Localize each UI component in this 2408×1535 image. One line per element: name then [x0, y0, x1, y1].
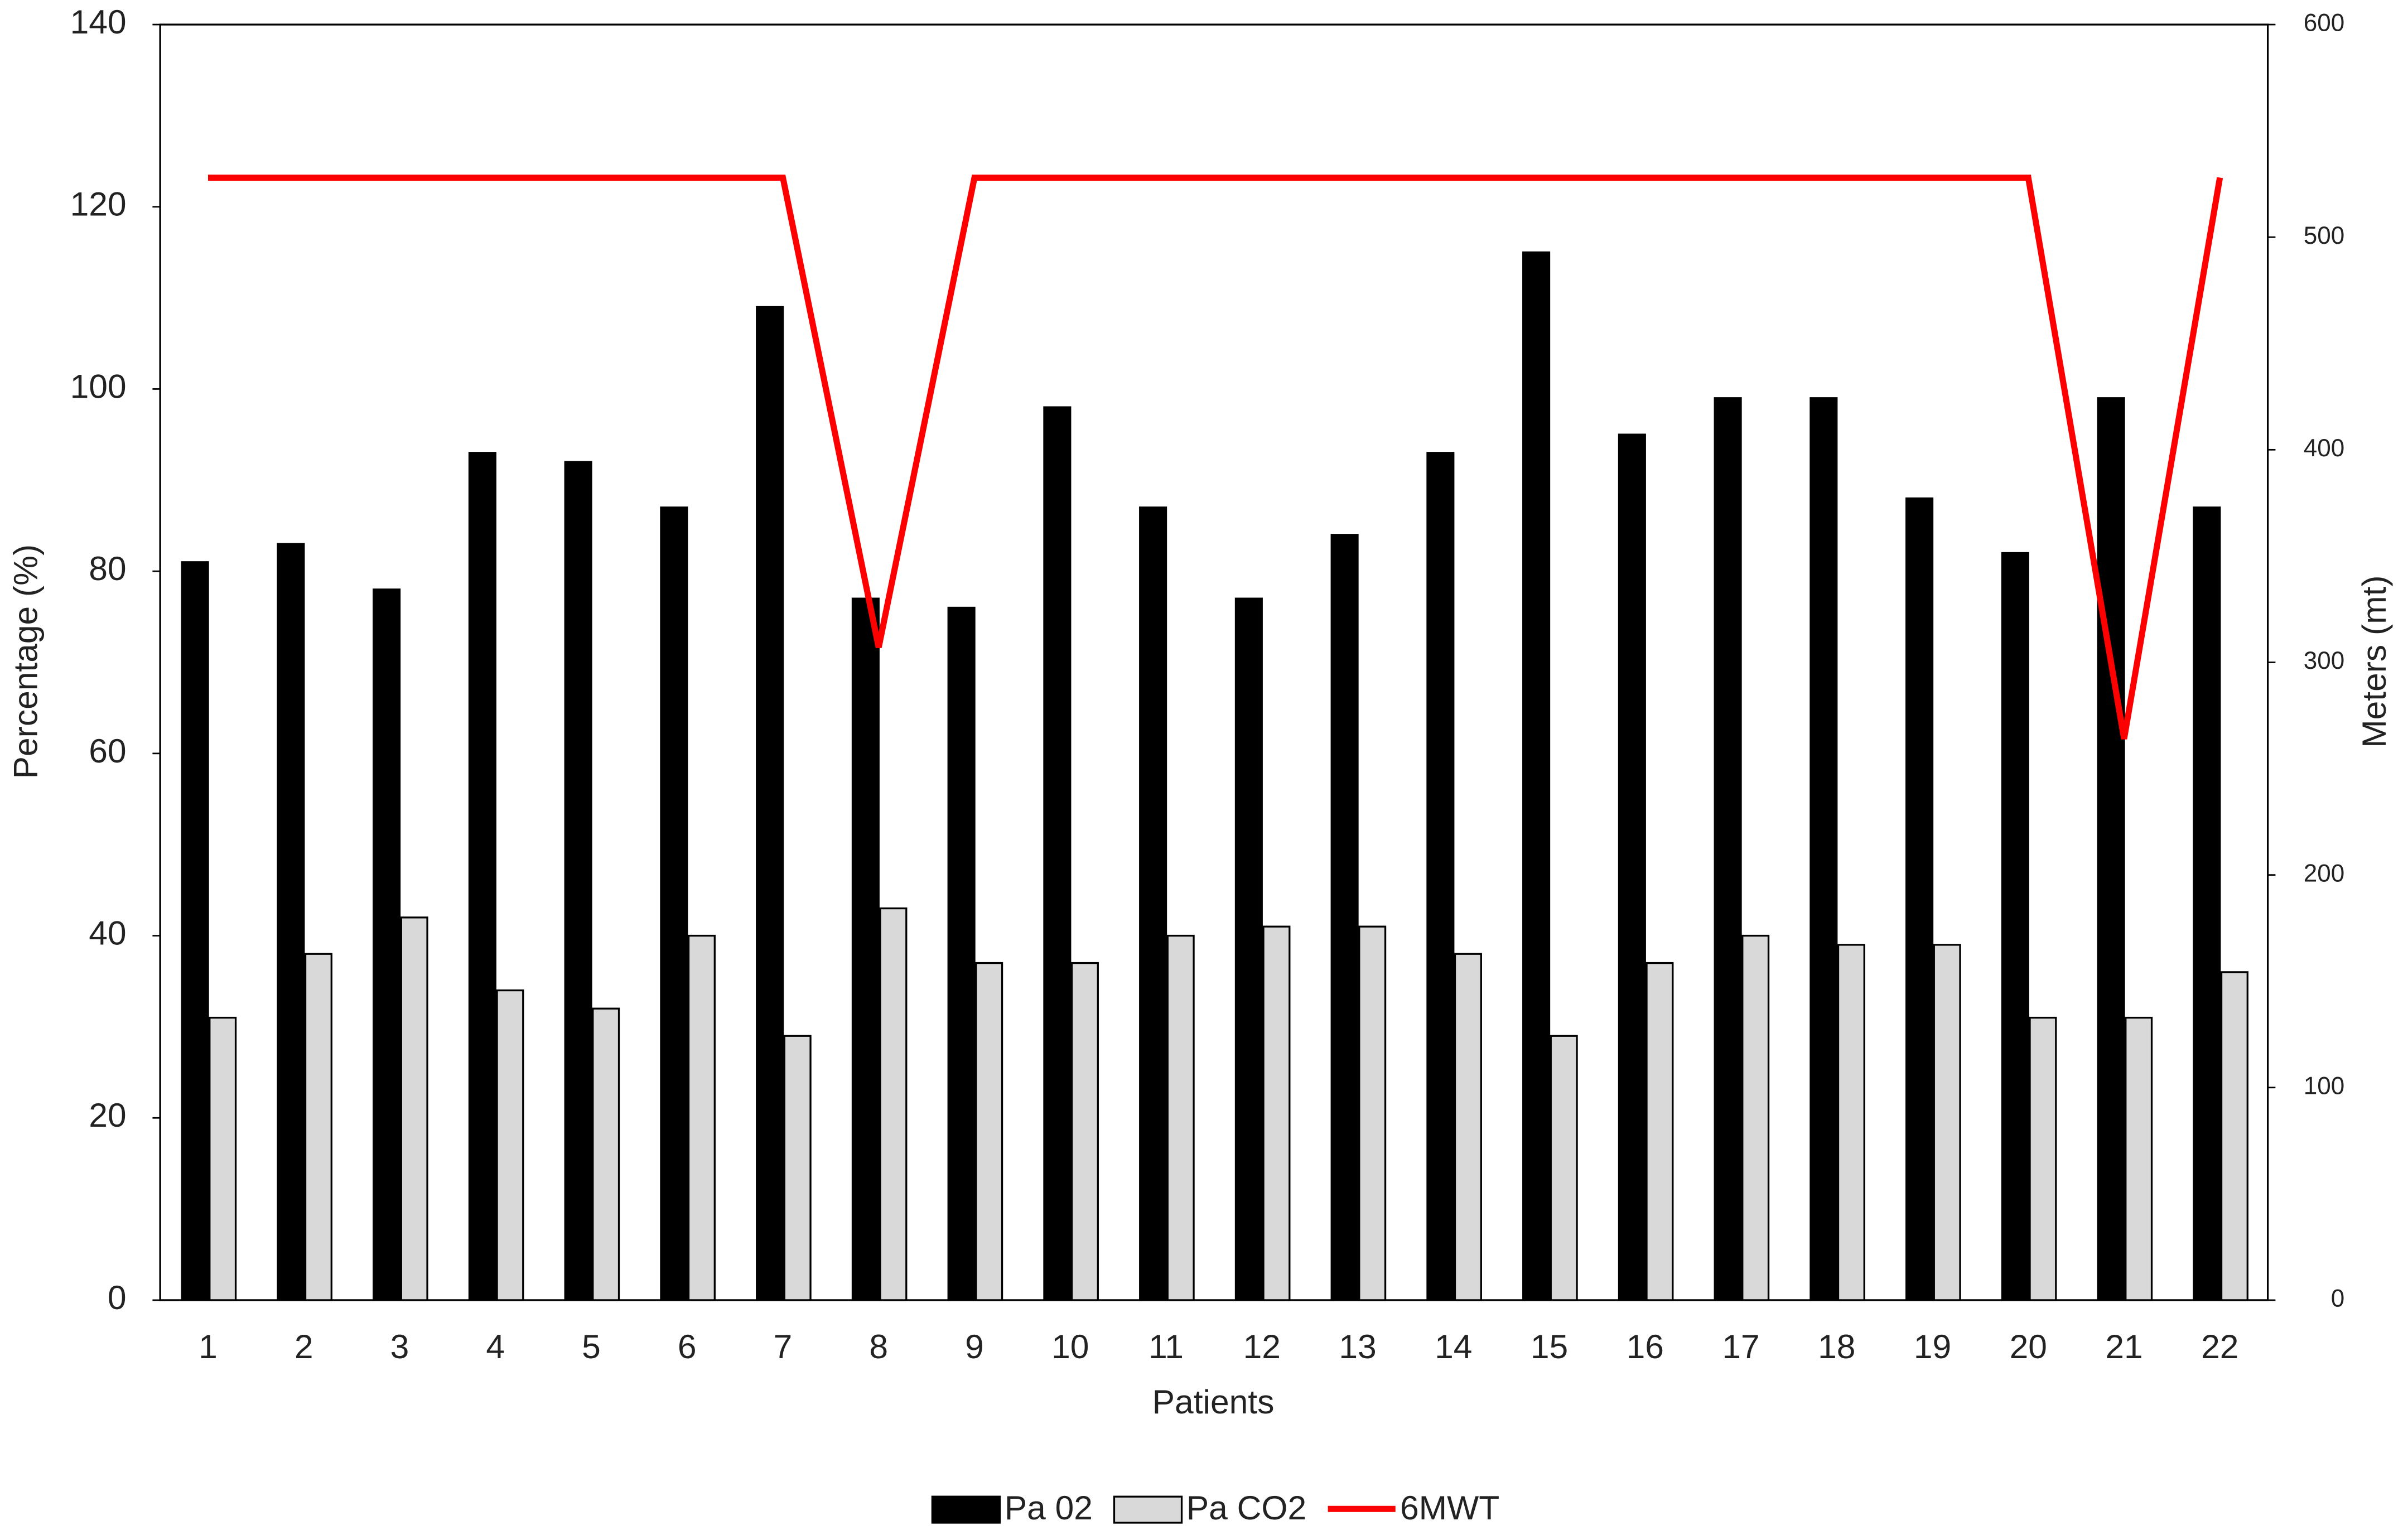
bar [1043, 406, 1072, 1301]
y2-tick-label: 400 [2304, 435, 2344, 462]
bar [400, 916, 428, 1301]
bar [1166, 934, 1195, 1301]
bar [2029, 1016, 2057, 1301]
bar [851, 597, 880, 1301]
bar [1714, 397, 1742, 1301]
legend-swatch [931, 1495, 1001, 1524]
x-tick-label: 22 [2201, 1328, 2238, 1365]
bar [1645, 962, 1674, 1301]
bar [2097, 397, 2125, 1301]
legend-label: Pa CO2 [1186, 1489, 1306, 1527]
bar [1426, 452, 1455, 1301]
bar [181, 561, 209, 1301]
bar [1809, 397, 1838, 1301]
x-tick-label: 2 [295, 1328, 313, 1365]
x-tick-label: 20 [2010, 1328, 2047, 1365]
bar [1139, 506, 1167, 1301]
x-tick-label: 21 [2105, 1328, 2142, 1365]
y-tick-label: 20 [89, 1096, 126, 1134]
y-tick-label: 120 [70, 185, 127, 223]
bar [1741, 934, 1770, 1301]
legend-swatch [1113, 1495, 1183, 1524]
bar [1454, 953, 1482, 1301]
y2-tick-label: 500 [2304, 222, 2344, 249]
x-tick-label: 16 [1627, 1328, 1664, 1365]
x-tick-label: 18 [1818, 1328, 1855, 1365]
bar [2125, 1016, 2153, 1301]
x-tick-label: 19 [1914, 1328, 1951, 1365]
y2-tick-label: 600 [2304, 9, 2344, 37]
bar [496, 989, 524, 1301]
x-tick-label: 15 [1531, 1328, 1568, 1365]
bar [277, 543, 305, 1301]
bar [1837, 944, 1865, 1301]
x-tick-label: 8 [869, 1328, 888, 1365]
y-tick-label: 80 [89, 549, 126, 587]
bar [783, 1035, 812, 1301]
x-tick-label: 7 [774, 1328, 793, 1365]
x-tick-label: 5 [582, 1328, 601, 1365]
bar [1358, 925, 1387, 1301]
bar [304, 953, 332, 1301]
y2-tick-label: 200 [2304, 860, 2344, 887]
bar [687, 934, 716, 1301]
x-tick-label: 12 [1243, 1328, 1281, 1365]
y2-axis-label: Meters (mt) [2355, 575, 2393, 747]
x-tick-label: 13 [1339, 1328, 1376, 1365]
legend-label: 6MWT [1400, 1489, 1499, 1527]
bar [2193, 506, 2221, 1301]
bar [564, 461, 592, 1301]
bar [1550, 1035, 1578, 1301]
x-tick-label: 3 [390, 1328, 409, 1365]
x-axis-label: Patients [1152, 1383, 1275, 1421]
y2-tick-label: 100 [2304, 1072, 2344, 1099]
y-tick-label: 140 [70, 3, 127, 41]
x-tick-label: 10 [1051, 1328, 1089, 1365]
bar [1905, 497, 1934, 1301]
bar [1933, 944, 1961, 1301]
y-tick-label: 100 [70, 367, 127, 405]
x-tick-label: 11 [1148, 1328, 1184, 1365]
x-tick-label: 9 [965, 1328, 984, 1365]
bar [1618, 433, 1646, 1301]
y-tick-label: 0 [108, 1278, 127, 1316]
bar [2220, 971, 2248, 1301]
bar [756, 306, 784, 1301]
x-tick-label: 4 [486, 1328, 505, 1365]
x-tick-label: 6 [678, 1328, 697, 1365]
legend-label: Pa 02 [1005, 1489, 1093, 1527]
y-tick-label: 60 [89, 732, 126, 770]
bar [660, 506, 688, 1301]
bar [1330, 534, 1359, 1301]
bar [1070, 962, 1099, 1301]
bar [947, 606, 976, 1301]
bar [592, 1007, 620, 1301]
y2-tick-label: 0 [2331, 1285, 2344, 1312]
y2-tick-label: 300 [2304, 647, 2344, 674]
y-axis-label: Percentage (%) [6, 544, 44, 779]
y-tick-label: 40 [89, 914, 126, 952]
bar [879, 907, 908, 1301]
x-tick-label: 17 [1722, 1328, 1759, 1365]
line-series [208, 174, 2223, 740]
bar [975, 962, 1003, 1301]
x-tick-label: 14 [1435, 1328, 1472, 1365]
x-tick-label: 1 [199, 1328, 218, 1365]
bar [1262, 925, 1291, 1301]
bar [209, 1016, 237, 1301]
bar [468, 452, 496, 1301]
bar [373, 588, 401, 1301]
bar [2001, 552, 2029, 1301]
bar [1522, 251, 1551, 1301]
bar [1234, 597, 1263, 1301]
